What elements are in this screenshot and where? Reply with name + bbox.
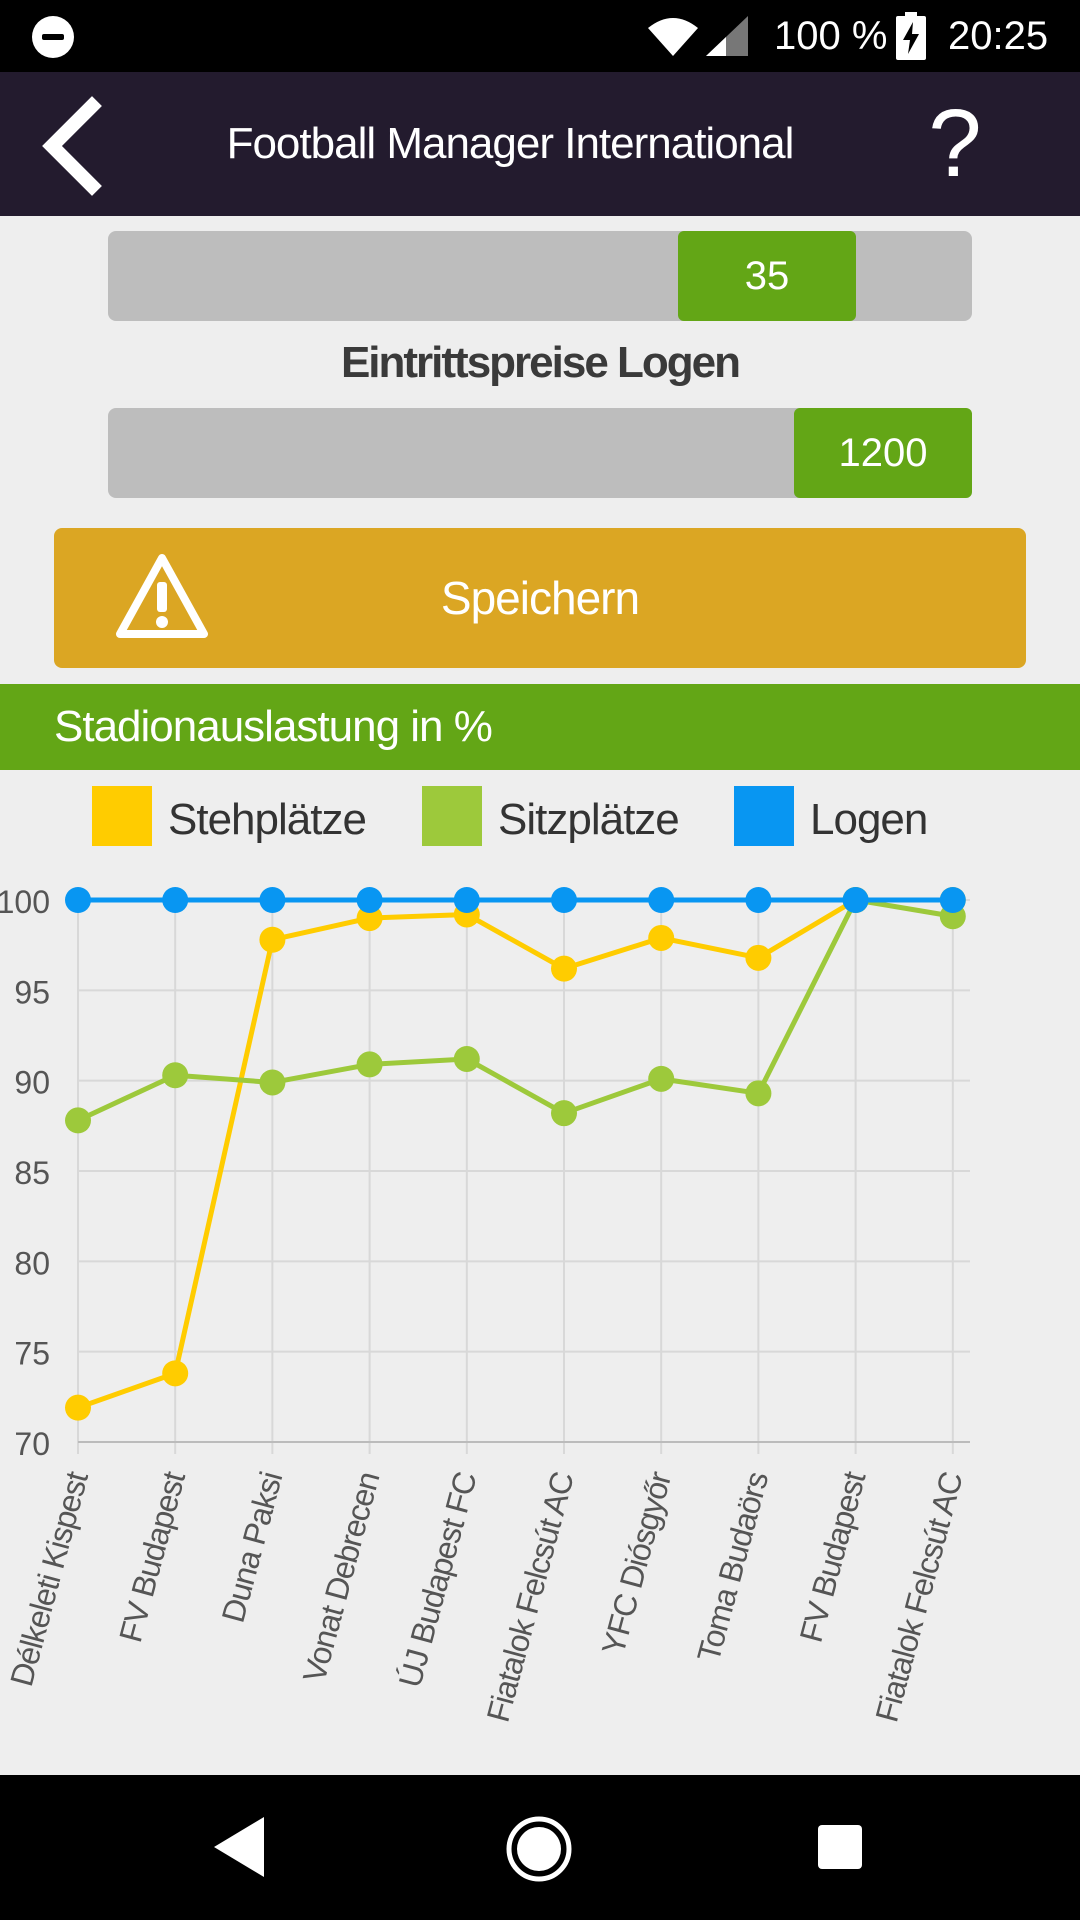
data-point (551, 1100, 577, 1127)
x-tick-label: Vonat Debrecen (296, 1468, 387, 1685)
data-point (259, 887, 286, 913)
nav-recent-apps-button[interactable] (818, 1825, 862, 1869)
x-tick-label: YFC Diósgyőr (595, 1467, 679, 1658)
data-point (648, 887, 675, 913)
data-point (745, 1080, 772, 1107)
y-tick-label: 80 (14, 1245, 50, 1281)
data-point (65, 887, 91, 913)
signal-icon (706, 16, 748, 56)
nav-back-button[interactable] (212, 1815, 266, 1879)
legend-label: Stehplätze (168, 795, 366, 844)
standing-price-thumb[interactable]: 35 (678, 231, 856, 321)
data-point (162, 1360, 189, 1387)
save-label: Speichern (440, 572, 640, 624)
x-tick-label: Fiatalok Felcsút AC (868, 1468, 969, 1725)
legend-label: Logen (810, 795, 927, 844)
navigation-bar (0, 1775, 1080, 1920)
data-point (551, 955, 577, 982)
y-tick-label: 90 (14, 1065, 50, 1101)
y-tick-label: 70 (14, 1426, 50, 1462)
legend-swatch (92, 786, 152, 846)
data-point (162, 1062, 189, 1089)
box-price-slider[interactable]: 1200 (108, 408, 972, 498)
clock: 20:25 (948, 14, 1049, 58)
data-point (356, 887, 383, 913)
legend-swatch (422, 786, 482, 846)
app-title: Football Manager International (226, 119, 795, 168)
data-point (259, 926, 286, 953)
wifi-icon (648, 18, 698, 56)
status-bar: 100 % 20:25 (0, 0, 1080, 72)
x-tick-label: FV Budapest (112, 1467, 192, 1645)
data-point (65, 1394, 91, 1421)
stadium-utilization-chart: Stehplätze Sitzplätze Logen 70 75 80 85 90 95 100… (0, 786, 970, 1726)
section-header: Stadionauslastung in % (0, 684, 1080, 770)
data-point (648, 924, 675, 951)
save-button[interactable]: Speichern (54, 528, 1026, 668)
data-point (356, 905, 383, 932)
x-tick-label: ÚJ Budapest FC (392, 1468, 484, 1691)
nav-home-button[interactable] (505, 1815, 573, 1883)
data-point (65, 1107, 91, 1134)
y-tick-label: 95 (14, 974, 50, 1010)
x-tick-label: Fiatalok Felcsút AC (480, 1468, 581, 1725)
data-point (745, 944, 772, 971)
series-line (76, 897, 954, 1123)
data-point (453, 1045, 480, 1072)
back-button[interactable] (36, 96, 116, 196)
x-tick-label: Délkeleti Kispest (3, 1467, 95, 1689)
box-price-label: Eintrittspreise Logen (340, 338, 741, 387)
data-point (259, 1069, 286, 1096)
battery-percent: 100 % (774, 14, 888, 58)
data-point (939, 887, 966, 913)
data-point (842, 887, 869, 913)
app-bar: Football Manager International ? (0, 72, 1080, 216)
standing-price-slider[interactable]: 35 (108, 231, 972, 321)
y-tick-label: 85 (14, 1155, 50, 1191)
legend-label: Sitzplätze (498, 795, 679, 844)
section-title: Stadionauslastung in % (54, 702, 493, 751)
data-point (551, 887, 577, 913)
help-button[interactable]: ? (928, 90, 982, 197)
data-point (745, 887, 772, 913)
battery-charging-icon (896, 12, 926, 60)
warning-icon (116, 554, 208, 638)
box-price-thumb[interactable]: 1200 (794, 408, 972, 498)
data-point (648, 1065, 675, 1092)
data-point (356, 1051, 383, 1078)
y-tick-label: 100 (0, 884, 50, 920)
do-not-disturb-icon (32, 16, 74, 58)
x-tick-label: Toma Budaörs (690, 1468, 775, 1665)
x-tick-label: FV Budapest (793, 1467, 873, 1645)
data-point (453, 887, 480, 913)
x-tick-label: Duna Paksi (215, 1468, 290, 1626)
data-point (162, 887, 189, 913)
y-tick-label: 75 (14, 1336, 50, 1372)
series-line (77, 897, 953, 1411)
legend-swatch (734, 786, 794, 846)
